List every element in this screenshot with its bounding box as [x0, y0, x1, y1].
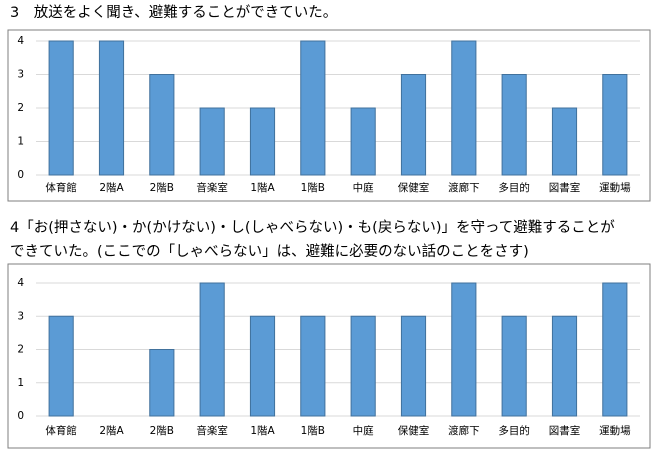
bar — [199, 107, 225, 176]
y-tick-label: 3 — [17, 310, 24, 322]
bar — [199, 282, 225, 417]
bar — [300, 315, 326, 417]
x-tick-label: 体育館 — [45, 181, 77, 194]
bar — [350, 107, 376, 176]
y-tick-label: 2 — [17, 102, 24, 114]
bar — [300, 40, 326, 176]
bar — [451, 40, 477, 176]
x-tick-label: 渡廊下 — [448, 424, 480, 437]
x-tick-label: 多目的 — [498, 424, 530, 437]
bar — [551, 315, 578, 417]
bar — [551, 107, 578, 176]
bar — [400, 315, 427, 417]
x-tick-label: 1階B — [301, 182, 325, 194]
x-tick-label: 渡廊下 — [448, 181, 480, 194]
y-tick-label: 4 — [17, 277, 24, 289]
bar — [602, 282, 628, 417]
x-tick-label: 音楽室 — [196, 424, 228, 437]
x-tick-label: 運動場 — [599, 424, 631, 437]
y-tick-label: 4 — [17, 35, 24, 47]
x-tick-label: 2階A — [99, 182, 124, 194]
bar — [249, 315, 276, 417]
y-tick-label: 0 — [17, 410, 24, 422]
y-tick-label: 2 — [17, 344, 24, 356]
bar — [48, 40, 74, 176]
bar — [602, 74, 628, 176]
y-tick-label: 1 — [17, 377, 24, 389]
bar — [451, 282, 477, 417]
x-tick-label: 1階A — [250, 425, 275, 437]
x-tick-label: 保健室 — [398, 424, 430, 437]
bar — [149, 74, 175, 176]
bar — [249, 107, 276, 176]
x-tick-label: 図書室 — [549, 181, 581, 194]
bar — [400, 74, 427, 176]
bar — [350, 315, 376, 417]
x-tick-label: 2階B — [150, 182, 174, 194]
x-tick-label: 音楽室 — [196, 181, 228, 194]
x-tick-label: 中庭 — [353, 424, 374, 437]
bar — [149, 349, 175, 417]
chart-frame — [7, 29, 651, 202]
chart-title: 4「お(押さない)・か(かけない)・し(しゃべらない)・も(戻らない)」を守って… — [10, 219, 615, 236]
x-tick-label: 多目的 — [498, 181, 530, 194]
x-tick-label: 保健室 — [398, 181, 430, 194]
chart-frame — [7, 263, 651, 449]
x-tick-label: 中庭 — [353, 181, 374, 194]
bar — [501, 315, 527, 417]
x-tick-label: 体育館 — [45, 424, 77, 437]
x-tick-label: 運動場 — [599, 181, 631, 194]
chart-title: できていた。(ここでの「しゃべらない」は、避難に必要のない話のことをさす) — [10, 243, 529, 260]
bar — [98, 40, 125, 176]
x-tick-label: 1階B — [301, 425, 325, 437]
x-tick-label: 1階A — [250, 182, 275, 194]
y-tick-label: 1 — [17, 136, 24, 148]
y-tick-label: 0 — [17, 169, 24, 181]
bar — [501, 74, 527, 176]
x-tick-label: 2階B — [150, 425, 174, 437]
y-tick-label: 3 — [17, 69, 24, 81]
x-tick-label: 2階A — [99, 425, 124, 437]
chart-title: 3 放送をよく聞き、避難することができていた。 — [10, 4, 337, 21]
bar — [48, 315, 74, 417]
x-tick-label: 図書室 — [549, 424, 581, 437]
